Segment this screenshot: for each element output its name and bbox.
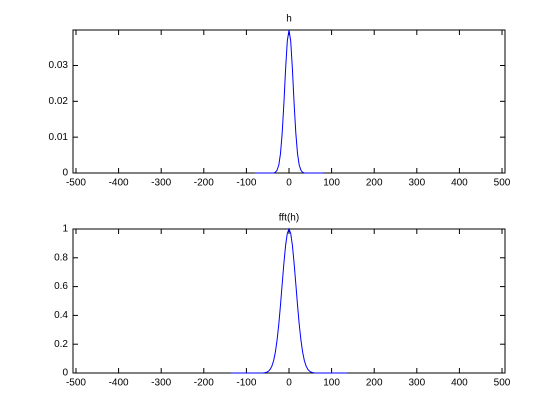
x-tick-label: 100 (323, 378, 340, 389)
x-tick-label: -400 (109, 178, 129, 189)
y-tick-label: 0.02 (49, 96, 69, 107)
x-tick-label: 200 (366, 178, 383, 189)
x-tick-label: -400 (109, 378, 129, 389)
axes-box (72, 29, 506, 174)
data-line (231, 227, 347, 374)
x-tick-label: 500 (494, 378, 511, 389)
y-tick-label: 0.6 (54, 281, 68, 292)
x-tick-label: 0 (286, 378, 292, 389)
x-tick-label: 400 (451, 378, 468, 389)
y-tick-label: 0.4 (54, 310, 68, 321)
x-tick-label: -100 (236, 178, 256, 189)
x-tick-label: 300 (408, 378, 425, 389)
axes-box (72, 228, 506, 374)
x-tick-label: -100 (236, 378, 256, 389)
x-tick-label: -300 (151, 378, 171, 389)
x-tick-label: -300 (151, 178, 171, 189)
chart-title: h (286, 14, 292, 25)
x-tick-label: -500 (66, 178, 86, 189)
x-tick-label: 0 (286, 178, 292, 189)
y-tick-label: 1 (62, 224, 68, 235)
x-tick-label: -200 (194, 178, 214, 189)
y-tick-label: 0.01 (49, 132, 69, 143)
y-tick-label: 0 (62, 168, 68, 179)
y-tick-label: 0 (62, 368, 68, 379)
x-tick-label: 400 (451, 178, 468, 189)
y-tick-label: 0.03 (49, 60, 69, 71)
y-tick-label: 0.8 (54, 252, 68, 263)
x-tick-label: -200 (194, 378, 214, 389)
y-tick-label: 0.2 (54, 339, 68, 350)
x-tick-label: 500 (494, 178, 511, 189)
chart-title: fft(h) (279, 213, 299, 224)
x-tick-label: 200 (366, 378, 383, 389)
x-tick-label: 300 (408, 178, 425, 189)
data-line (254, 29, 324, 174)
x-tick-label: 100 (323, 178, 340, 189)
x-tick-label: -500 (66, 378, 86, 389)
